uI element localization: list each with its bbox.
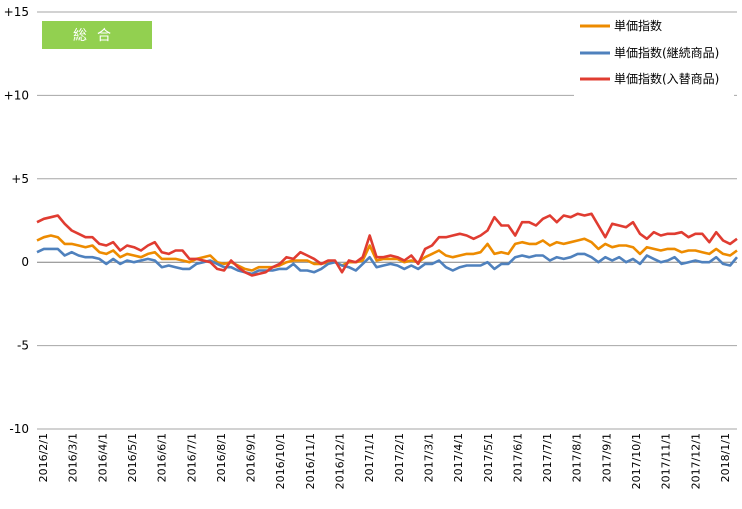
y-tick-label: +15 (4, 5, 29, 19)
legend-background (574, 16, 734, 96)
x-tick-label: 2017/10/1 (630, 433, 643, 489)
series-line-3 (36, 212, 738, 277)
y-tick-label: +10 (4, 88, 29, 102)
legend-label-2: 単価指数(継続商品) (614, 45, 719, 60)
x-tick-label: 2016/10/1 (274, 433, 287, 489)
y-tick-label: -5 (17, 339, 29, 353)
x-tick-label: 2017/12/1 (689, 433, 702, 489)
legend-label-1: 単価指数 (614, 18, 662, 33)
x-tick-label: 2017/9/1 (600, 433, 613, 482)
x-tick-label: 2016/5/1 (126, 433, 139, 482)
x-tick-label: 2017/11/1 (660, 433, 673, 489)
y-tick-label: +5 (11, 172, 29, 186)
y-tick-label: 0 (21, 255, 29, 269)
series-line-2 (36, 247, 738, 276)
x-tick-label: 2016/9/1 (245, 433, 258, 482)
y-tick-label: -10 (9, 422, 29, 436)
series-lines (36, 212, 738, 277)
x-tick-label: 2016/11/1 (304, 433, 317, 489)
x-tick-label: 2016/8/1 (215, 433, 228, 482)
x-tick-label: 2016/6/1 (156, 433, 169, 482)
chart-badge-background (42, 21, 152, 49)
x-tick-label: 2017/7/1 (541, 433, 554, 482)
x-tick-label: 2017/3/1 (422, 433, 435, 482)
chart-badge-label: 総合 (73, 28, 121, 44)
x-tick-label: 2017/8/1 (571, 433, 584, 482)
y-axis-ticks: +15 +10 +5 0 -5 -10 (4, 5, 29, 436)
x-tick-label: 2018/1/1 (719, 433, 732, 482)
x-tick-label: 2017/1/1 (363, 433, 376, 482)
x-axis-ticks: 2016/2/1 2016/3/1 2016/4/1 2016/5/1 2016/6/1… (37, 433, 732, 489)
x-tick-label: 2017/2/1 (393, 433, 406, 482)
x-tick-label: 2016/7/1 (185, 433, 198, 482)
x-tick-label: 2017/5/1 (482, 433, 495, 482)
x-tick-label: 2017/6/1 (511, 433, 524, 482)
x-tick-label: 2016/4/1 (96, 433, 109, 482)
x-tick-label: 2016/2/1 (37, 433, 50, 482)
chart-badge: 総合 (42, 21, 152, 49)
series-line-1 (36, 234, 738, 272)
legend-label-3: 単価指数(入替商品) (614, 71, 719, 86)
x-tick-label: 2016/3/1 (67, 433, 80, 482)
x-tick-label: 2016/12/1 (334, 433, 347, 489)
x-tick-label: 2017/4/1 (452, 433, 465, 482)
